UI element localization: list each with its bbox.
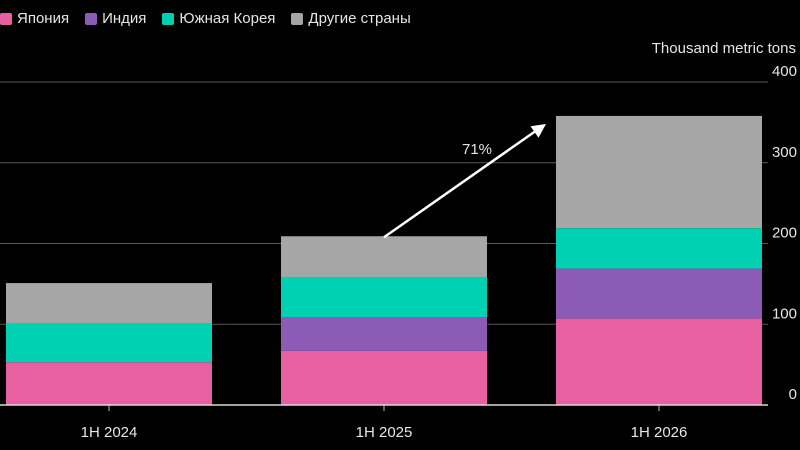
- legend-label: Другие страны: [308, 10, 411, 27]
- legend-swatch: [162, 12, 175, 25]
- growth-percent-label: 71%: [462, 141, 492, 158]
- bar-segment: [281, 277, 487, 317]
- legend-swatch: [85, 12, 98, 25]
- bars: [6, 115, 762, 405]
- bar-segment: [281, 350, 487, 405]
- legend-label: Япония: [17, 10, 70, 27]
- x-tick-label: 1H 2025: [356, 424, 413, 441]
- y-tick-label: 0: [789, 386, 797, 403]
- legend-swatch: [0, 12, 12, 25]
- bar-segment: [556, 228, 762, 269]
- legend-item-india: Индия: [85, 10, 146, 27]
- legend-swatch: [291, 12, 304, 25]
- bar-segment: [556, 318, 762, 405]
- y-axis-ticks: 0 100 200 300 400: [772, 63, 797, 403]
- legend-item-other-countries: Другие страны: [291, 10, 411, 27]
- bar-segment: [281, 236, 487, 278]
- y-axis-unit-label: Thousand metric tons: [651, 40, 796, 57]
- y-tick-label: 200: [772, 225, 797, 242]
- legend-label: Южная Корея: [179, 10, 276, 27]
- bar-segment: [281, 316, 487, 351]
- y-tick-label: 100: [772, 305, 797, 322]
- bar-segment: [6, 362, 212, 405]
- y-tick-label: 300: [772, 144, 797, 161]
- growth-arrow-line: [383, 126, 541, 239]
- bar-segment: [6, 323, 212, 363]
- legend-item-south-korea: Южная Корея: [162, 10, 275, 27]
- y-tick-label: 400: [772, 63, 797, 80]
- x-axis: 1H 2024 1H 2025 1H 2026: [0, 404, 768, 441]
- legend: Япония Индия Южная Корея Другие страны: [0, 10, 411, 27]
- growth-annotation: 71%: [383, 124, 546, 239]
- legend-label: Индия: [102, 10, 147, 27]
- bar-segment: [556, 268, 762, 319]
- bar-segment: [6, 283, 212, 324]
- bar-segment: [556, 115, 762, 229]
- legend-item-japan: Япония: [0, 10, 69, 27]
- x-tick-label: 1H 2024: [81, 424, 138, 441]
- x-tick-label: 1H 2026: [631, 424, 688, 441]
- growth-arrow-head: [530, 124, 546, 138]
